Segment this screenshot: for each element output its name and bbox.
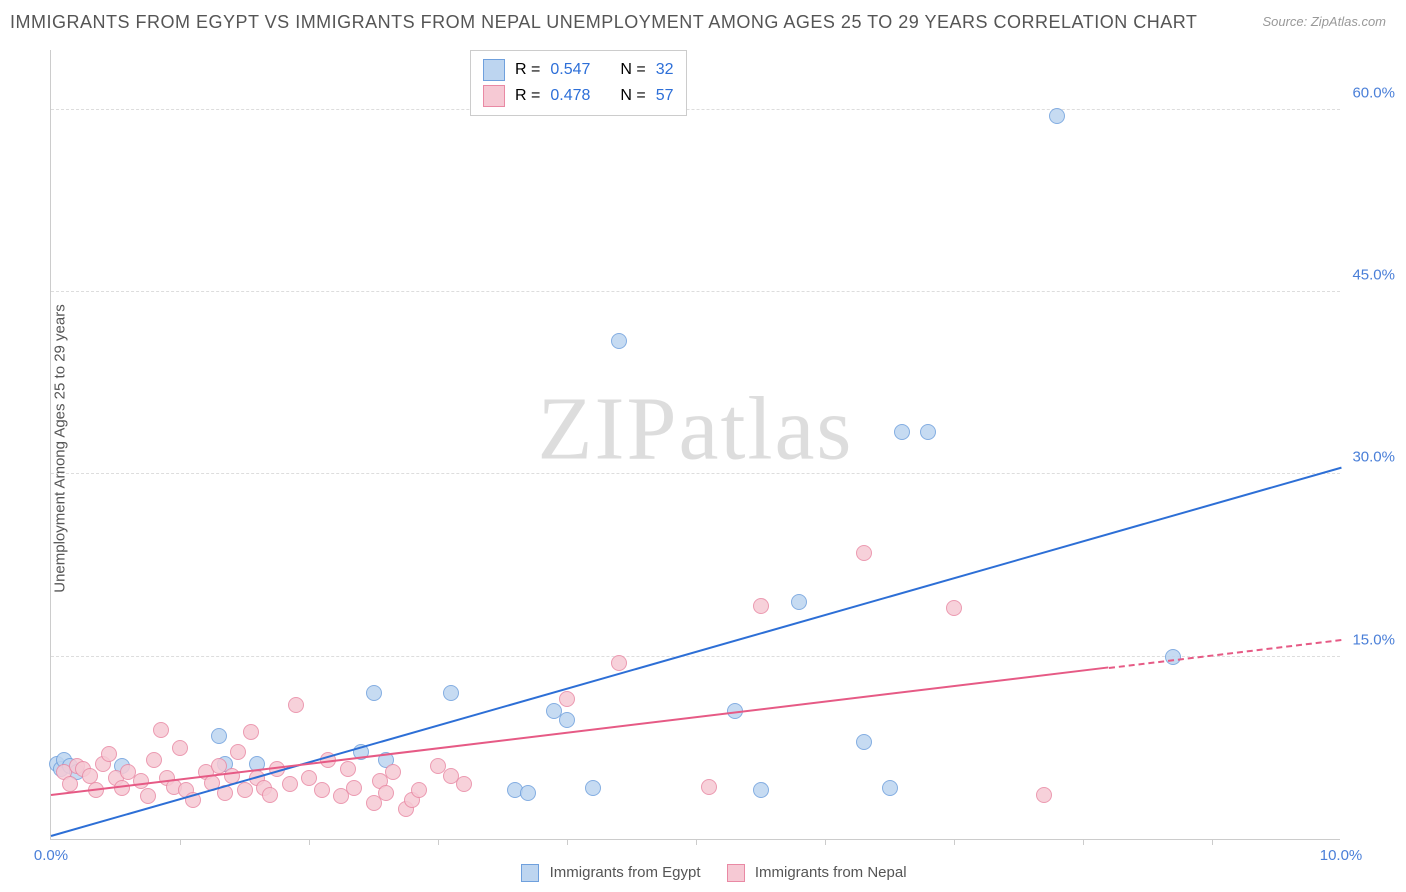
n-value-nepal: 57 (656, 83, 674, 109)
data-point (559, 691, 575, 707)
data-point (385, 764, 401, 780)
n-label: N = (620, 57, 645, 83)
data-point (301, 770, 317, 786)
trend-line (51, 466, 1342, 836)
swatch-egypt (521, 864, 539, 882)
x-tick-mark (438, 839, 439, 845)
x-tick-mark (1083, 839, 1084, 845)
n-label: N = (620, 83, 645, 109)
y-tick-label: 45.0% (1352, 267, 1395, 284)
data-point (611, 655, 627, 671)
r-value-egypt: 0.547 (550, 57, 590, 83)
swatch-nepal (483, 85, 505, 107)
data-point (140, 788, 156, 804)
data-point (340, 761, 356, 777)
r-label: R = (515, 83, 540, 109)
data-point (282, 776, 298, 792)
data-point (753, 782, 769, 798)
gridline (51, 473, 1340, 474)
data-point (101, 746, 117, 762)
y-tick-label: 60.0% (1352, 84, 1395, 101)
data-point (791, 594, 807, 610)
data-point (1036, 787, 1052, 803)
series-name-egypt: Immigrants from Egypt (550, 864, 701, 881)
data-point (520, 785, 536, 801)
data-point (314, 782, 330, 798)
x-tick-mark (180, 839, 181, 845)
data-point (366, 685, 382, 701)
r-value-nepal: 0.478 (550, 83, 590, 109)
data-point (146, 752, 162, 768)
data-point (288, 697, 304, 713)
series-name-nepal: Immigrants from Nepal (755, 864, 907, 881)
source-attribution: Source: ZipAtlas.com (1262, 14, 1386, 29)
data-point (894, 424, 910, 440)
data-point (753, 598, 769, 614)
data-point (856, 545, 872, 561)
chart-title: IMMIGRANTS FROM EGYPT VS IMMIGRANTS FROM… (10, 12, 1197, 33)
x-tick-mark (825, 839, 826, 845)
data-point (230, 744, 246, 760)
data-point (856, 734, 872, 750)
data-point (1165, 649, 1181, 665)
n-value-egypt: 32 (656, 57, 674, 83)
watermark-text: ZIPatlas (538, 377, 854, 480)
trend-line-extension (1109, 639, 1341, 669)
data-point (172, 740, 188, 756)
legend-row-nepal: R = 0.478 N = 57 (483, 83, 674, 109)
y-tick-label: 30.0% (1352, 449, 1395, 466)
correlation-legend: R = 0.547 N = 32 R = 0.478 N = 57 (470, 50, 687, 116)
data-point (243, 724, 259, 740)
data-point (443, 685, 459, 701)
x-tick-mark (309, 839, 310, 845)
data-point (946, 600, 962, 616)
x-tick-mark (954, 839, 955, 845)
swatch-nepal (727, 864, 745, 882)
data-point (701, 779, 717, 795)
series-legend: Immigrants from Egypt Immigrants from Ne… (0, 864, 1406, 882)
scatter-plot: ZIPatlas 15.0%30.0%45.0%60.0%0.0%10.0% (50, 50, 1340, 840)
x-tick-mark (696, 839, 697, 845)
data-point (882, 780, 898, 796)
r-label: R = (515, 57, 540, 83)
gridline (51, 291, 1340, 292)
data-point (262, 787, 278, 803)
data-point (411, 782, 427, 798)
data-point (611, 333, 627, 349)
gridline (51, 109, 1340, 110)
data-point (153, 722, 169, 738)
data-point (1049, 108, 1065, 124)
x-tick-label: 0.0% (34, 847, 68, 864)
data-point (378, 785, 394, 801)
x-tick-mark (567, 839, 568, 845)
y-tick-label: 15.0% (1352, 631, 1395, 648)
data-point (559, 712, 575, 728)
x-tick-mark (1212, 839, 1213, 845)
swatch-egypt (483, 59, 505, 81)
gridline (51, 656, 1340, 657)
data-point (211, 728, 227, 744)
legend-row-egypt: R = 0.547 N = 32 (483, 57, 674, 83)
data-point (920, 424, 936, 440)
data-point (585, 780, 601, 796)
data-point (346, 780, 362, 796)
x-tick-label: 10.0% (1320, 847, 1363, 864)
data-point (133, 773, 149, 789)
data-point (237, 782, 253, 798)
data-point (456, 776, 472, 792)
